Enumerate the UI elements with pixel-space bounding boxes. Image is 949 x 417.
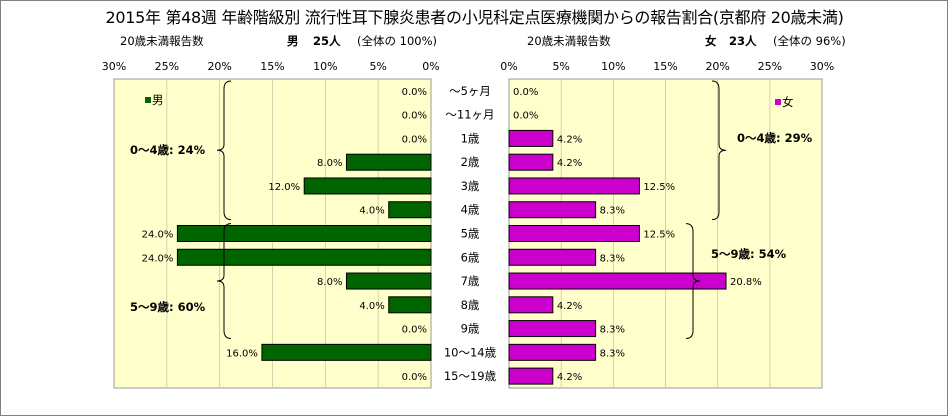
female-bar bbox=[508, 201, 597, 219]
age-category-label: 4歳 bbox=[461, 203, 480, 217]
male-0-4-brace bbox=[216, 80, 232, 221]
male-data-label: 12.0% bbox=[268, 182, 300, 193]
male-data-label: 8.0% bbox=[317, 277, 342, 288]
female-bar bbox=[508, 343, 597, 361]
male-legend-swatch bbox=[145, 97, 151, 103]
female-data-label: 4.2% bbox=[557, 158, 582, 169]
male-data-label: 24.0% bbox=[142, 253, 174, 264]
male-gender-label: 男 bbox=[287, 34, 299, 48]
male-data-label: 0.0% bbox=[402, 134, 427, 145]
female-data-label: 12.5% bbox=[643, 182, 675, 193]
female-data-label: 8.3% bbox=[600, 253, 625, 264]
age-category-label: 15～19歳 bbox=[444, 369, 497, 383]
female-tick-label: 15% bbox=[653, 60, 677, 73]
age-category-label: 5歳 bbox=[461, 227, 480, 241]
male-bar bbox=[345, 153, 432, 171]
male-bar bbox=[388, 296, 432, 314]
male-bar bbox=[303, 177, 432, 195]
female-tick-label: 0% bbox=[500, 60, 517, 73]
male-data-label: 16.0% bbox=[226, 348, 258, 359]
age-category-label: ～11ヶ月 bbox=[445, 108, 494, 122]
female-data-label: 8.3% bbox=[600, 348, 625, 359]
male-tick-label: 25% bbox=[155, 60, 179, 73]
male-tick-label: 30% bbox=[102, 60, 126, 73]
female-5-9-brace bbox=[685, 223, 701, 339]
female-bar bbox=[508, 177, 640, 195]
female-0-4-annotation: 0～4歳: 29% bbox=[737, 131, 813, 145]
male-5-9-brace bbox=[216, 223, 232, 339]
female-bar bbox=[508, 320, 597, 338]
female-data-label: 12.5% bbox=[643, 230, 675, 241]
male-bar bbox=[261, 343, 432, 361]
male-0-4-annotation: 0～4歳: 24% bbox=[130, 143, 206, 157]
female-data-label: 4.2% bbox=[557, 372, 582, 383]
age-category-label: 8歳 bbox=[461, 298, 480, 312]
male-tick-label: 15% bbox=[260, 60, 284, 73]
female-tick-label: 25% bbox=[758, 60, 782, 73]
female-legend-swatch bbox=[775, 99, 781, 105]
age-category-label: 7歳 bbox=[461, 274, 480, 288]
female-bar bbox=[508, 248, 597, 266]
female-bar bbox=[508, 296, 554, 314]
age-category-label: 10～14歳 bbox=[444, 345, 497, 359]
female-data-label: 4.2% bbox=[557, 301, 582, 312]
age-category-label: 9歳 bbox=[461, 322, 480, 336]
male-tick-label: 10% bbox=[313, 60, 337, 73]
male-data-label: 8.0% bbox=[317, 158, 342, 169]
male-bar bbox=[388, 201, 432, 219]
male-total-share: (全体の 100%) bbox=[357, 34, 438, 48]
male-tick-label: 5% bbox=[369, 60, 386, 73]
female-count: 23人 bbox=[729, 34, 757, 48]
female-0-4-brace bbox=[711, 80, 727, 221]
age-category-label: ～5ヶ月 bbox=[449, 84, 491, 98]
female-data-label: 20.8% bbox=[730, 277, 762, 288]
female-gender-label: 女 bbox=[705, 34, 717, 48]
male-data-label: 24.0% bbox=[142, 230, 174, 241]
male-data-label: 0.0% bbox=[402, 325, 427, 336]
female-tick-label: 5% bbox=[552, 60, 569, 73]
male-bar bbox=[176, 248, 432, 266]
male-tick-label: 20% bbox=[207, 60, 231, 73]
female-bar bbox=[508, 129, 554, 147]
female-5-9-annotation: 5～9歳: 54% bbox=[711, 247, 787, 261]
female-tick-label: 20% bbox=[705, 60, 729, 73]
chart-title: 2015年 第48週 年齢階級別 流行性耳下腺炎患者の小児科定点医療機関からの報… bbox=[105, 8, 844, 27]
female-data-label: 4.2% bbox=[557, 134, 582, 145]
male-data-label: 4.0% bbox=[359, 206, 384, 217]
male-report-caption: 20歳未満報告数 bbox=[120, 34, 204, 48]
male-data-label: 0.0% bbox=[402, 111, 427, 122]
female-data-label: 8.3% bbox=[600, 325, 625, 336]
male-5-9-annotation: 5～9歳: 60% bbox=[130, 300, 206, 314]
female-bar bbox=[508, 225, 640, 242]
female-legend-label: 女 bbox=[782, 95, 794, 109]
female-data-label: 8.3% bbox=[600, 206, 625, 217]
male-data-label: 0.0% bbox=[402, 87, 427, 98]
female-data-label: 0.0% bbox=[513, 87, 538, 98]
female-total-share: (全体の 96%) bbox=[773, 34, 846, 48]
female-bar bbox=[508, 367, 554, 385]
male-tick-label: 0% bbox=[422, 60, 439, 73]
male-count: 25人 bbox=[313, 34, 341, 48]
age-category-label: 6歳 bbox=[461, 250, 480, 264]
female-tick-label: 10% bbox=[601, 60, 625, 73]
female-bar bbox=[508, 153, 554, 171]
age-category-label: 1歳 bbox=[461, 131, 480, 145]
female-bar bbox=[508, 272, 727, 290]
male-bar bbox=[345, 272, 432, 290]
age-category-label: 3歳 bbox=[461, 179, 480, 193]
female-tick-label: 30% bbox=[810, 60, 834, 73]
female-data-label: 0.0% bbox=[513, 111, 538, 122]
age-category-label: 2歳 bbox=[461, 155, 480, 169]
male-legend-label: 男 bbox=[152, 93, 164, 107]
male-data-label: 0.0% bbox=[402, 372, 427, 383]
female-report-caption: 20歳未満報告数 bbox=[527, 34, 611, 48]
male-bar bbox=[176, 225, 432, 242]
male-data-label: 4.0% bbox=[359, 301, 384, 312]
